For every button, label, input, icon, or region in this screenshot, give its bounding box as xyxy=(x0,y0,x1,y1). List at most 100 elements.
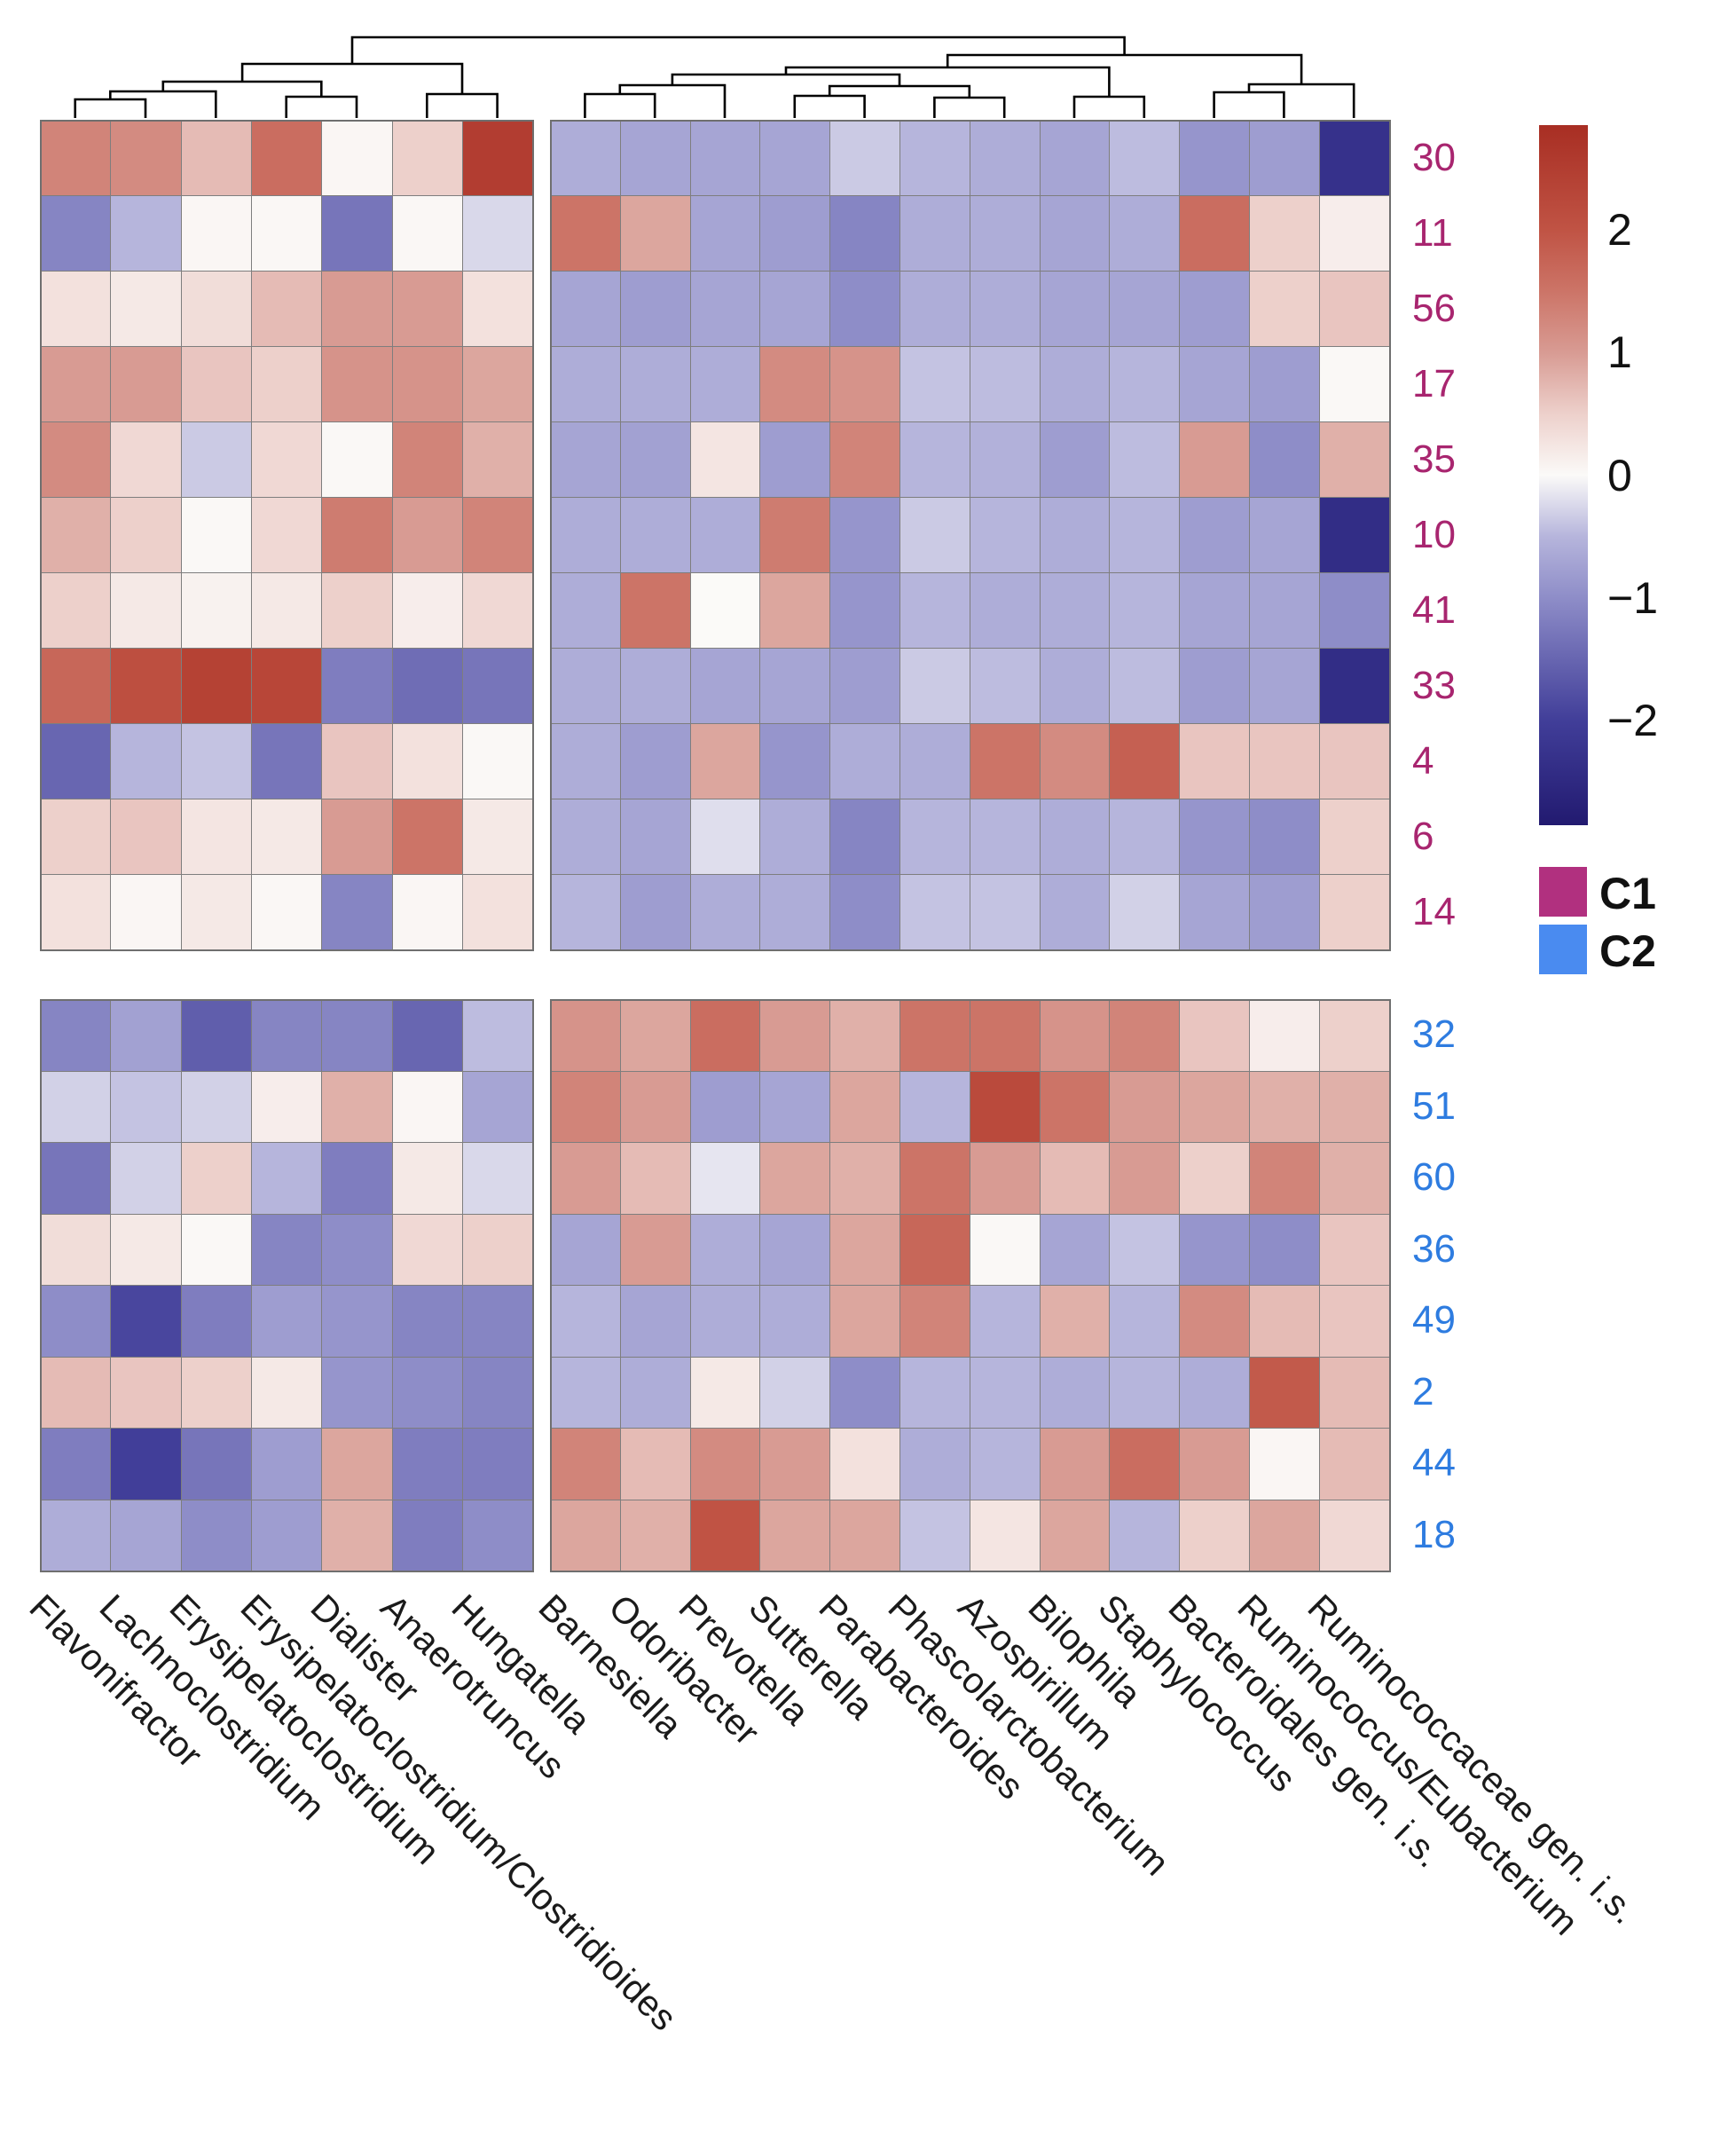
colorbar-tick-label: −2 xyxy=(1607,696,1659,746)
heatmap-cell xyxy=(829,271,900,347)
heatmap-cell xyxy=(391,999,463,1072)
heatmap-cell xyxy=(1039,120,1111,196)
heatmap-cell xyxy=(180,572,252,649)
heatmap-cell xyxy=(1109,999,1181,1072)
row-label: 14 xyxy=(1412,889,1456,933)
row-label: 41 xyxy=(1412,587,1456,632)
heatmap-cell xyxy=(1249,999,1320,1072)
heatmap-cell xyxy=(40,874,112,950)
heatmap-cell xyxy=(1318,1142,1390,1215)
heatmap-cell xyxy=(180,1213,252,1286)
heatmap-cell xyxy=(250,1285,323,1358)
heatmap-cell xyxy=(1109,1356,1181,1429)
heatmap-cell xyxy=(1109,874,1181,950)
heatmap-cell xyxy=(969,271,1041,347)
heatmap-cell xyxy=(180,1285,252,1358)
heatmap-cell xyxy=(110,346,182,422)
heatmap-cell xyxy=(250,648,323,724)
heatmap-cell xyxy=(391,497,463,573)
heatmap-cell xyxy=(1179,1213,1250,1286)
heatmap-cell xyxy=(619,999,691,1072)
heatmap-cell xyxy=(689,120,761,196)
heatmap-cell xyxy=(391,346,463,422)
heatmap-cell xyxy=(391,271,463,347)
heatmap-cell xyxy=(1179,1499,1250,1571)
heatmap-cell xyxy=(1318,999,1390,1072)
heatmap-cell xyxy=(461,195,534,272)
heatmap-cell xyxy=(1318,1428,1390,1500)
heatmap-cell xyxy=(1318,1499,1390,1571)
row-label: 60 xyxy=(1412,1155,1456,1200)
heatmap-cell xyxy=(1318,497,1390,573)
heatmap-cell xyxy=(40,421,112,498)
heatmap-cell xyxy=(40,1356,112,1429)
heatmap-cell xyxy=(461,421,534,498)
row-label: 6 xyxy=(1412,814,1434,858)
heatmap-cell xyxy=(759,723,831,799)
heatmap-cell xyxy=(1109,271,1181,347)
heatmap-cell xyxy=(899,874,970,950)
heatmap-cell xyxy=(969,648,1041,724)
heatmap-cell xyxy=(110,874,182,950)
heatmap-cell xyxy=(180,723,252,799)
heatmap-cell xyxy=(689,1142,761,1215)
heatmap-cell xyxy=(759,497,831,573)
heatmap-cell xyxy=(829,1428,900,1500)
heatmap-cell xyxy=(1039,1356,1111,1429)
heatmap-cell xyxy=(250,497,323,573)
heatmap-cell xyxy=(619,723,691,799)
heatmap-cell xyxy=(689,874,761,950)
heatmap-cell xyxy=(110,120,182,196)
heatmap-cell xyxy=(1318,723,1390,799)
heatmap-cell xyxy=(180,120,252,196)
heatmap-cell xyxy=(1039,421,1111,498)
heatmap-cell xyxy=(1109,648,1181,724)
heatmap-cell xyxy=(40,572,112,649)
heatmap-cell xyxy=(1249,723,1320,799)
heatmap-cell xyxy=(619,874,691,950)
heatmap-cell xyxy=(391,1070,463,1143)
heatmap-cell xyxy=(1109,497,1181,573)
heatmap-cell xyxy=(1109,1213,1181,1286)
heatmap-cell xyxy=(1249,1142,1320,1215)
heatmap-cell xyxy=(110,723,182,799)
heatmap-cell xyxy=(1179,1142,1250,1215)
heatmap-cell xyxy=(180,999,252,1072)
heatmap-cell xyxy=(180,799,252,875)
heatmap-cell xyxy=(321,1070,393,1143)
heatmap-cell xyxy=(40,271,112,347)
heatmap-cell xyxy=(1249,271,1320,347)
heatmap-cell xyxy=(250,195,323,272)
heatmap-cell xyxy=(550,1499,621,1571)
row-label: 51 xyxy=(1412,1083,1456,1128)
heatmap-cell xyxy=(689,1499,761,1571)
heatmap-cell xyxy=(550,421,621,498)
heatmap-cell xyxy=(1039,799,1111,875)
heatmap-cell xyxy=(1179,874,1250,950)
heatmap-cell xyxy=(899,648,970,724)
heatmap-cell xyxy=(899,195,970,272)
heatmap-cell xyxy=(969,874,1041,950)
heatmap-cell xyxy=(550,799,621,875)
heatmap-cell xyxy=(619,497,691,573)
heatmap-cell xyxy=(180,648,252,724)
heatmap-cell xyxy=(321,572,393,649)
heatmap-cell xyxy=(1109,346,1181,422)
heatmap-cell xyxy=(321,1499,393,1571)
row-label: 30 xyxy=(1412,135,1456,179)
colorbar-tick-label: −1 xyxy=(1607,572,1659,623)
heatmap-cell xyxy=(1179,421,1250,498)
heatmap-cell xyxy=(180,195,252,272)
heatmap-cell xyxy=(550,497,621,573)
heatmap-cell xyxy=(759,346,831,422)
heatmap-cell xyxy=(250,572,323,649)
heatmap-cell xyxy=(391,1499,463,1571)
heatmap-cell xyxy=(550,1213,621,1286)
heatmap-cell xyxy=(250,1499,323,1571)
heatmap-cell xyxy=(250,271,323,347)
heatmap-cell xyxy=(461,1428,534,1500)
heatmap-cell xyxy=(550,120,621,196)
heatmap-cell xyxy=(969,1070,1041,1143)
heatmap-cell xyxy=(110,1428,182,1500)
heatmap-cell xyxy=(689,497,761,573)
